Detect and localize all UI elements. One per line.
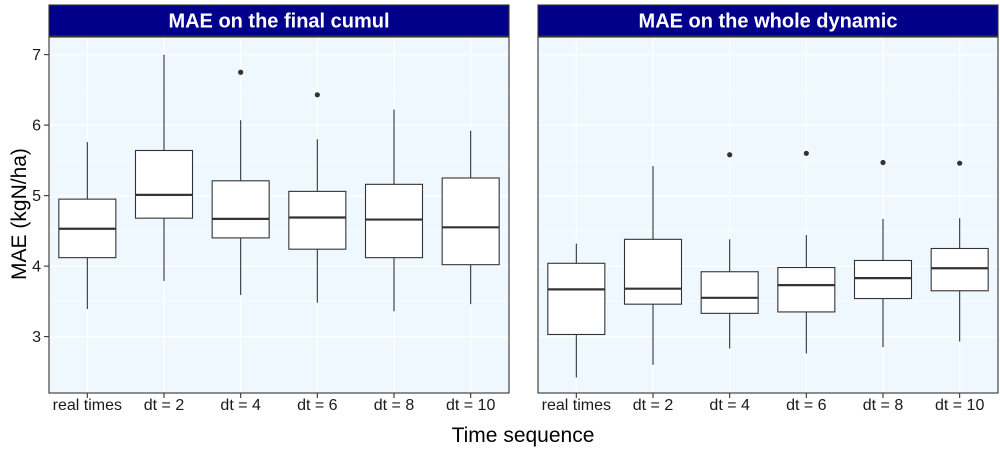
- box-body: [211, 180, 270, 239]
- box-3: [211, 69, 270, 296]
- panel-border: [537, 36, 999, 394]
- box-body: [700, 271, 759, 314]
- box-4: [777, 150, 836, 354]
- y-tick-label: 6: [32, 118, 41, 135]
- box-body: [441, 177, 500, 266]
- box-6: [441, 130, 500, 305]
- x-tick-label: dt = 2: [633, 397, 674, 414]
- panel-title: MAE on the final cumul: [168, 11, 389, 33]
- box-body: [930, 247, 989, 292]
- box-2: [623, 166, 683, 365]
- box-body: [623, 238, 683, 305]
- panel-background: [49, 37, 509, 393]
- panel-1: MAE on the final cumul real times dt = 2 dt…: [48, 4, 510, 414]
- x-tick-label: real times: [53, 397, 122, 414]
- box-body: [288, 190, 347, 250]
- box-2: [134, 54, 194, 281]
- x-tick-label: dt = 8: [863, 397, 904, 414]
- box-3: [700, 152, 759, 349]
- y-tick-label: 4: [32, 259, 41, 276]
- y-axis-title: MAE (kgN/ha): [8, 148, 31, 280]
- outlier-point: [803, 150, 809, 156]
- box-body: [364, 183, 424, 259]
- box-body: [134, 149, 194, 219]
- outlier-point: [880, 159, 886, 166]
- y-tick-label: 5: [32, 188, 41, 205]
- box-1: [547, 243, 606, 378]
- panel-background: [538, 37, 998, 393]
- x-tick-label: dt = 8: [374, 397, 415, 414]
- x-tick-label: dt = 4: [709, 397, 750, 414]
- box-5: [853, 159, 913, 348]
- box-4: [288, 92, 347, 303]
- x-tick-label: dt = 6: [786, 397, 827, 414]
- x-tick-label: dt = 6: [297, 397, 338, 414]
- x-tick-label: dt = 2: [144, 397, 185, 414]
- box-body: [547, 262, 606, 336]
- outlier-point: [238, 69, 244, 75]
- box-6: [930, 160, 989, 342]
- panel-title: MAE on the whole dynamic: [639, 11, 898, 33]
- x-tick-label: dt = 4: [220, 397, 261, 414]
- strip-header: [537, 4, 999, 37]
- x-axis-title: Time sequence: [452, 424, 595, 447]
- strip-header: [48, 4, 510, 37]
- outlier-point: [727, 152, 733, 158]
- y-tick-label: 3: [32, 329, 41, 346]
- box-body: [853, 259, 913, 300]
- x-tick-label: dt = 10: [935, 397, 984, 414]
- box-5: [364, 109, 424, 312]
- box-body: [777, 266, 836, 313]
- outlier-point: [314, 92, 320, 98]
- x-tick-label: real times: [542, 397, 611, 414]
- panel-border: [48, 36, 510, 394]
- outlier-point: [957, 160, 963, 166]
- x-tick-label: dt = 10: [446, 397, 495, 414]
- box-1: [58, 142, 117, 310]
- panel-2: MAE on the whole dynamic real times dt = 2…: [537, 4, 999, 414]
- y-tick-label: 7: [32, 47, 41, 64]
